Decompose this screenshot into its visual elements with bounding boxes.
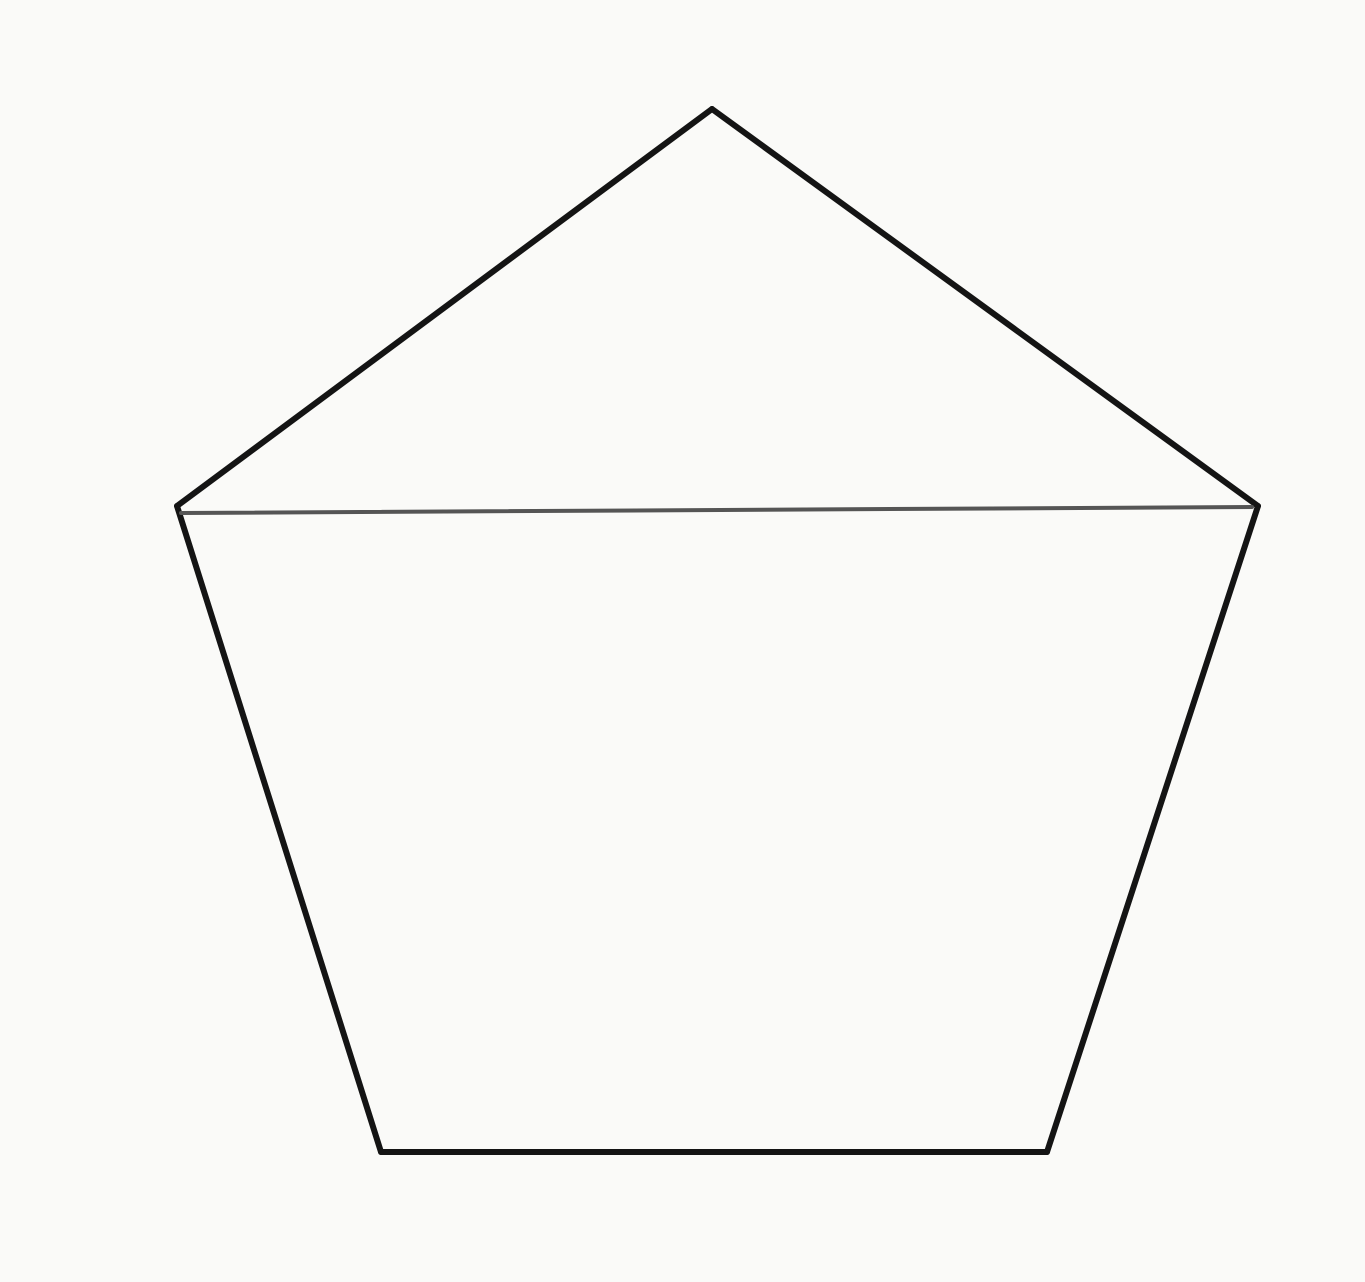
edge-right — [1044, 503, 1261, 1155]
edge-top-left — [174, 106, 715, 509]
edge-top-right — [709, 106, 1261, 509]
edge-left — [174, 503, 384, 1155]
diagonal-line — [179, 505, 1254, 515]
